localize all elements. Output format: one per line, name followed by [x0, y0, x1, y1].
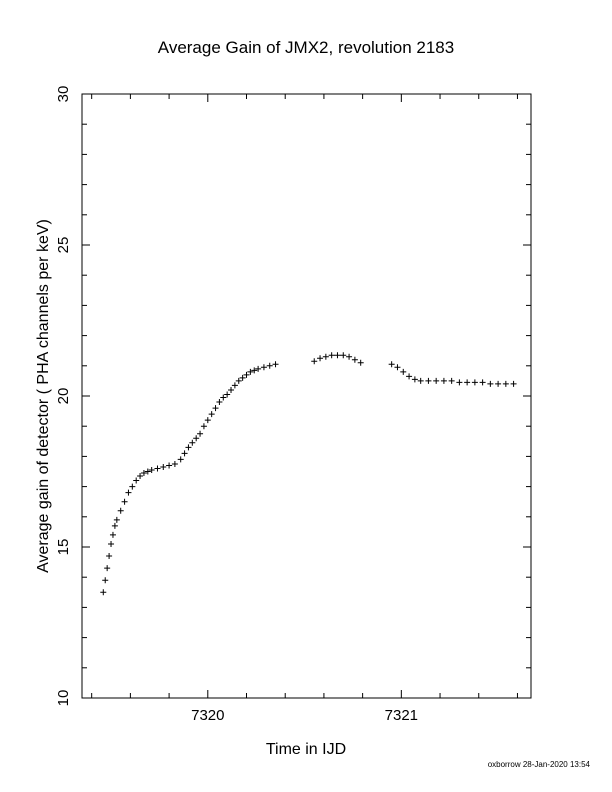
data-point [212, 405, 219, 412]
axis-tick-labels: 10 15 20 25 30 7320 7321 [55, 86, 418, 724]
data-point [487, 380, 494, 387]
data-point [334, 352, 341, 359]
data-point [464, 379, 471, 386]
data-point [510, 380, 517, 387]
data-point [255, 365, 262, 372]
data-point [235, 377, 242, 384]
data-point [346, 353, 353, 360]
data-point [166, 462, 173, 469]
data-point [272, 361, 279, 368]
data-point [220, 394, 227, 401]
data-point [231, 382, 238, 389]
data-point [154, 465, 161, 472]
data-point [185, 444, 192, 451]
data-point [129, 483, 136, 490]
y-axis-label: Average gain of detector ( PHA channels … [35, 219, 52, 573]
data-point [106, 553, 113, 560]
data-point [200, 423, 207, 430]
data-point [394, 364, 401, 371]
data-point [260, 364, 267, 371]
data-point [406, 373, 413, 380]
data-point [117, 507, 124, 514]
data-point [208, 411, 215, 418]
data-point [425, 377, 432, 384]
y-tick-label: 20 [55, 388, 72, 405]
y-tick-label: 25 [55, 237, 72, 254]
data-points [100, 352, 517, 596]
data-point [247, 368, 254, 375]
data-point [239, 374, 246, 381]
data-point [144, 468, 151, 475]
data-point [216, 399, 223, 406]
data-point [189, 439, 196, 446]
data-point [104, 565, 111, 572]
axis-ticks [82, 93, 531, 699]
data-point [328, 352, 335, 359]
data-point [193, 435, 200, 442]
data-point [266, 362, 273, 369]
data-point [317, 355, 324, 362]
data-point [440, 377, 447, 384]
y-tick-label: 30 [55, 86, 72, 103]
data-point [160, 463, 167, 470]
data-point [125, 489, 132, 496]
data-point [456, 379, 463, 386]
data-point [388, 361, 395, 368]
data-point [340, 352, 347, 359]
data-point [228, 386, 235, 393]
data-point [140, 470, 147, 477]
data-point [400, 368, 407, 375]
data-point [471, 379, 478, 386]
data-point [357, 359, 364, 366]
data-point [148, 466, 155, 473]
data-point [243, 371, 250, 378]
data-point [411, 376, 418, 383]
x-tick-label: 7321 [385, 707, 418, 724]
data-point [197, 430, 204, 437]
data-point [502, 380, 509, 387]
data-point [177, 456, 184, 463]
data-point [448, 377, 455, 384]
data-point [102, 577, 109, 584]
data-point [251, 367, 258, 374]
data-point [133, 477, 140, 484]
timestamp-footer: oxborrow 28-Jan-2020 13:54 [487, 760, 590, 769]
data-point [108, 540, 115, 547]
data-point [224, 391, 231, 398]
plot-frame [81, 93, 532, 699]
data-point [171, 460, 178, 467]
data-point [322, 353, 329, 360]
x-tick-label: 7320 [191, 707, 224, 724]
data-point [311, 358, 318, 365]
data-point [109, 531, 116, 538]
data-point [417, 377, 424, 384]
data-point [137, 473, 144, 480]
data-point [113, 516, 120, 523]
data-point [351, 356, 358, 363]
data-point [433, 377, 440, 384]
data-point [121, 498, 128, 505]
y-tick-label: 15 [55, 539, 72, 556]
data-point [181, 450, 188, 457]
data-point [204, 417, 211, 424]
chart-title: Average Gain of JMX2, revolution 2183 [158, 38, 454, 57]
data-point [495, 380, 502, 387]
y-tick-label: 10 [55, 690, 72, 707]
x-axis-label: Time in IJD [266, 741, 346, 758]
data-point [479, 379, 486, 386]
data-point [111, 522, 118, 529]
data-point [100, 589, 107, 596]
